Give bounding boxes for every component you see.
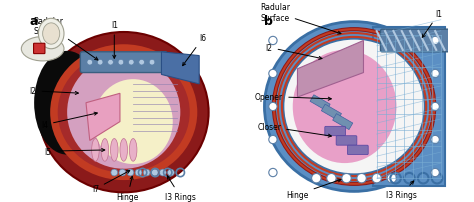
Circle shape (139, 60, 145, 66)
FancyBboxPatch shape (347, 145, 368, 155)
Ellipse shape (43, 24, 60, 45)
Circle shape (372, 174, 382, 183)
Ellipse shape (129, 139, 137, 161)
Polygon shape (162, 53, 199, 84)
Text: Closer: Closer (257, 123, 331, 138)
Circle shape (127, 169, 134, 176)
Ellipse shape (101, 139, 109, 161)
Circle shape (357, 174, 366, 183)
Circle shape (431, 103, 439, 111)
FancyBboxPatch shape (381, 30, 450, 53)
Circle shape (167, 169, 174, 176)
Ellipse shape (21, 37, 64, 62)
Circle shape (342, 174, 351, 183)
Circle shape (269, 70, 277, 78)
Ellipse shape (264, 22, 444, 191)
Text: I7: I7 (92, 171, 130, 194)
Circle shape (111, 169, 118, 176)
Circle shape (431, 168, 439, 177)
Circle shape (135, 169, 142, 176)
Ellipse shape (58, 53, 190, 173)
Ellipse shape (34, 52, 100, 155)
Circle shape (149, 60, 155, 66)
Polygon shape (310, 95, 330, 111)
Ellipse shape (91, 139, 99, 161)
Circle shape (108, 60, 113, 66)
Circle shape (269, 136, 277, 144)
Ellipse shape (50, 45, 197, 180)
Ellipse shape (39, 33, 209, 192)
Ellipse shape (120, 139, 128, 161)
FancyBboxPatch shape (336, 136, 357, 145)
Text: a: a (29, 15, 38, 28)
Ellipse shape (283, 39, 425, 175)
Ellipse shape (38, 19, 64, 49)
Text: I4: I4 (41, 113, 97, 130)
Ellipse shape (293, 51, 396, 163)
Circle shape (431, 70, 439, 78)
Circle shape (87, 60, 92, 66)
Polygon shape (373, 28, 445, 186)
Ellipse shape (110, 139, 118, 161)
Circle shape (97, 60, 103, 66)
Circle shape (159, 169, 166, 176)
Circle shape (387, 174, 396, 183)
Polygon shape (298, 41, 364, 98)
Ellipse shape (67, 56, 180, 169)
Circle shape (311, 174, 321, 183)
Text: I6: I6 (182, 34, 207, 66)
Circle shape (269, 103, 277, 111)
Circle shape (128, 60, 134, 66)
Circle shape (119, 169, 126, 176)
Circle shape (143, 169, 150, 176)
Circle shape (118, 60, 124, 66)
Text: I3 Rings: I3 Rings (386, 181, 417, 199)
Text: Radular
Surface: Radular Surface (260, 3, 341, 35)
Circle shape (327, 174, 336, 183)
Ellipse shape (93, 80, 173, 164)
Text: Hinge: Hinge (286, 179, 341, 199)
FancyBboxPatch shape (80, 53, 167, 73)
Text: I1: I1 (422, 10, 442, 38)
Text: Hinge: Hinge (116, 176, 139, 201)
Circle shape (269, 168, 277, 177)
Text: I3 Rings: I3 Rings (165, 176, 196, 201)
Text: I5: I5 (45, 147, 105, 156)
Text: I2: I2 (265, 44, 322, 60)
Text: Radular
Surface: Radular Surface (33, 16, 98, 61)
FancyBboxPatch shape (34, 44, 45, 54)
Text: I1: I1 (111, 21, 118, 59)
Polygon shape (333, 114, 353, 130)
Circle shape (151, 169, 158, 176)
Circle shape (269, 37, 277, 45)
Polygon shape (321, 105, 341, 121)
Text: I2: I2 (30, 87, 78, 96)
Text: Opener: Opener (255, 93, 331, 101)
FancyBboxPatch shape (325, 127, 346, 136)
Circle shape (431, 136, 439, 144)
Circle shape (431, 37, 439, 45)
Text: b: b (264, 15, 273, 28)
Polygon shape (86, 94, 120, 141)
